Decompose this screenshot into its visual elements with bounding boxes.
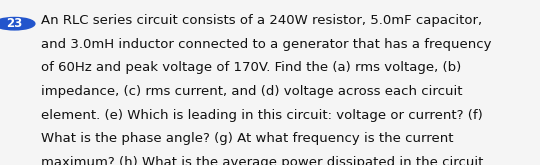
- Text: 23: 23: [6, 17, 23, 30]
- Text: of 60Hz and peak voltage of 170V. Find the (a) rms voltage, (b): of 60Hz and peak voltage of 170V. Find t…: [41, 61, 462, 74]
- Text: and 3.0mH inductor connected to a generator that has a frequency: and 3.0mH inductor connected to a genera…: [41, 38, 492, 51]
- Circle shape: [0, 17, 35, 30]
- Text: An RLC series circuit consists of a 240W resistor, 5.0mF capacitor,: An RLC series circuit consists of a 240W…: [41, 14, 482, 27]
- Text: element. (e) Which is leading in this circuit: voltage or current? (f): element. (e) Which is leading in this ci…: [41, 109, 483, 122]
- Text: maximum? (h) What is the average power dissipated in the circuit.: maximum? (h) What is the average power d…: [41, 156, 488, 165]
- Text: impedance, (c) rms current, and (d) voltage across each circuit: impedance, (c) rms current, and (d) volt…: [41, 85, 463, 98]
- Text: What is the phase angle? (g) At what frequency is the current: What is the phase angle? (g) At what fre…: [41, 132, 454, 145]
